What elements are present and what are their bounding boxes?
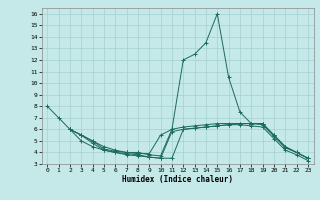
X-axis label: Humidex (Indice chaleur): Humidex (Indice chaleur) <box>122 175 233 184</box>
